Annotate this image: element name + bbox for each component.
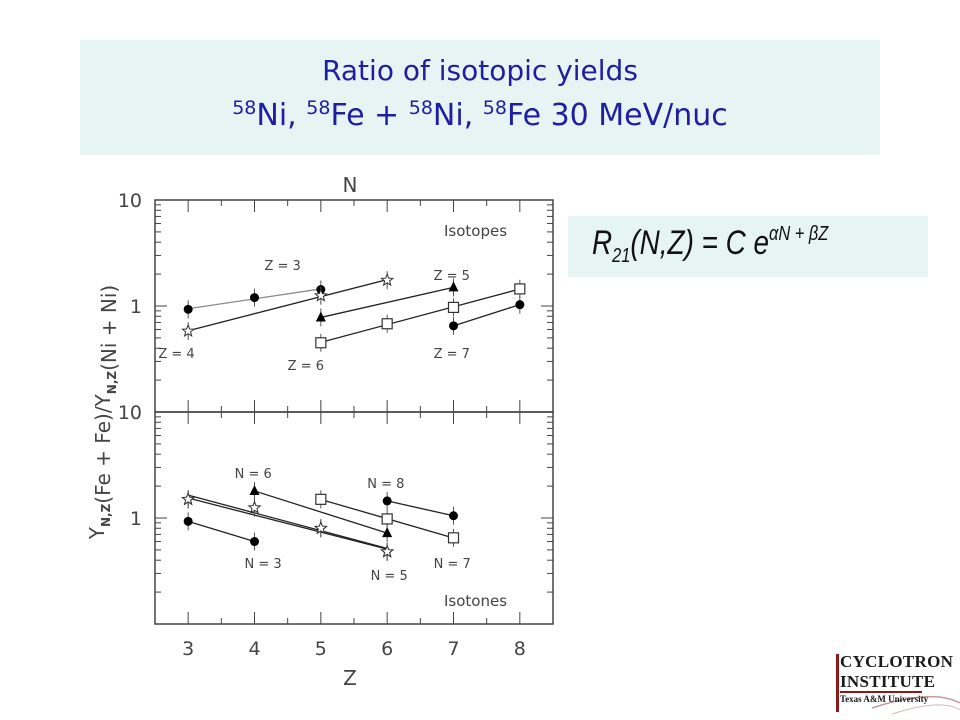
y-axis-label: YN,Z(Fe + Fe)/YN,Z(Ni + Ni) — [85, 285, 121, 540]
data-point-square — [315, 493, 327, 505]
formula-r: R — [592, 224, 613, 262]
data-point-triangle — [382, 527, 393, 538]
data-point-triangle — [249, 484, 260, 495]
fit-line — [187, 520, 255, 543]
fit-line — [187, 494, 388, 550]
y-axis-label-part: Y — [85, 526, 109, 540]
series-label: N = 6 — [235, 467, 272, 482]
title-text-3: Ni, — [432, 98, 483, 133]
series-label: N = 8 — [367, 477, 404, 492]
isotones-label: Isotones — [444, 592, 507, 610]
y-tick-label: 10 — [118, 402, 142, 424]
formula-box: R21(N,Z) = C eαN + βZ — [568, 216, 928, 277]
data-point-circle — [250, 293, 259, 303]
y-tick-label: 1 — [130, 296, 142, 318]
title-sup-4: 58 — [482, 97, 507, 119]
series-label: Z = 4 — [158, 347, 194, 362]
formula: R21(N,Z) = C eαN + βZ — [592, 223, 829, 266]
data-point-circle — [515, 300, 525, 310]
fit-line — [188, 497, 388, 550]
title-box: Ratio of isotopic yields 58Ni, 58Fe + 58… — [80, 40, 880, 155]
axis-ticks — [155, 200, 553, 625]
data-point-circle — [449, 511, 458, 521]
x-tick-label: 3 — [182, 638, 194, 660]
data-point-circle — [183, 516, 193, 526]
data-point-star — [313, 288, 328, 302]
logo-bar — [836, 654, 839, 712]
y-tick-label: 10 — [118, 190, 142, 212]
top-axis-label: N — [343, 173, 358, 197]
logo-underline — [840, 691, 922, 693]
formula-sub: 21 — [612, 245, 631, 267]
data-point-star — [247, 500, 262, 514]
data-point-square — [381, 513, 393, 525]
fit-line — [188, 278, 388, 332]
y-axis-label-part: N,Z — [105, 371, 119, 395]
fit-line — [320, 286, 454, 319]
fit-line — [254, 490, 388, 534]
data-point-circle — [449, 321, 458, 331]
cyclotron-institute-logo: CYCLOTRON INSTITUTE Texas A&M University — [832, 648, 960, 720]
data-point-square — [447, 301, 460, 314]
logo-line3: Texas A&M University — [840, 694, 929, 704]
series-label: Z = 6 — [288, 359, 324, 374]
data-marks — [181, 271, 526, 561]
series-label: N = 3 — [245, 557, 282, 572]
formula-exponent: αN + βZ — [769, 223, 829, 245]
isotopes-label: Isotopes — [444, 222, 507, 240]
y-axis-label-part: (Fe + Fe)/Y — [91, 393, 115, 503]
data-point-star — [181, 491, 196, 506]
x-tick-label: 5 — [315, 638, 327, 660]
title-sup-2: 58 — [306, 97, 331, 119]
series-label: N = 5 — [371, 569, 408, 584]
data-point-star — [380, 272, 395, 287]
chart-labels: 10 1 10 1 3 4 5 6 7 8 Z = 3 Z = 4 Z = 5 Z = 6 Z = 7 N =… — [118, 190, 526, 660]
logo-line1: CYCLOTRON — [840, 652, 954, 671]
data-point-circle — [250, 537, 259, 547]
formula-args: (N,Z) = C e — [630, 224, 770, 262]
data-point-triangle — [448, 281, 459, 292]
title-text-2: Fe + — [330, 98, 409, 133]
x-tick-label: 8 — [514, 638, 526, 660]
series-label: Z = 3 — [264, 259, 300, 274]
title-text-1: Ni, — [256, 98, 307, 133]
title-line1: Ratio of isotopic yields — [322, 54, 638, 87]
logo-line2: INSTITUTE — [840, 672, 936, 691]
data-point-star — [181, 323, 196, 338]
x-tick-label: 6 — [381, 638, 393, 660]
fit-line — [453, 304, 521, 327]
data-point-circle — [382, 496, 392, 506]
x-tick-label: 4 — [248, 638, 260, 660]
title-sup-1: 58 — [232, 97, 257, 119]
y-axis-label-part: N,Z — [99, 503, 113, 527]
fit-line — [320, 288, 521, 344]
data-point-triangle — [315, 311, 326, 322]
x-axis-label: Z — [343, 666, 357, 690]
data-point-square — [315, 337, 327, 349]
y-axis-label-part: (Ni + Ni) — [97, 285, 121, 371]
x-tick-label: 7 — [447, 638, 459, 660]
data-point-star — [380, 544, 395, 558]
data-point-circle — [183, 304, 193, 314]
logo-swirl-icon — [871, 695, 960, 715]
y-tick-label: 1 — [130, 508, 142, 530]
data-point-square — [381, 318, 393, 330]
title-text-4: Fe 30 MeV/nuc — [506, 98, 728, 133]
series-label: Z = 7 — [434, 347, 470, 362]
data-point-square — [447, 532, 460, 544]
data-point-star — [313, 520, 328, 535]
title-sup-3: 58 — [408, 97, 433, 119]
series-label: Z = 5 — [434, 269, 470, 284]
fit-line — [387, 500, 454, 517]
title-line2: 58Ni, 58Fe + 58Ni, 58Fe 30 MeV/nuc — [80, 98, 880, 133]
series-label: N = 7 — [434, 557, 471, 572]
data-point-square — [514, 283, 526, 295]
